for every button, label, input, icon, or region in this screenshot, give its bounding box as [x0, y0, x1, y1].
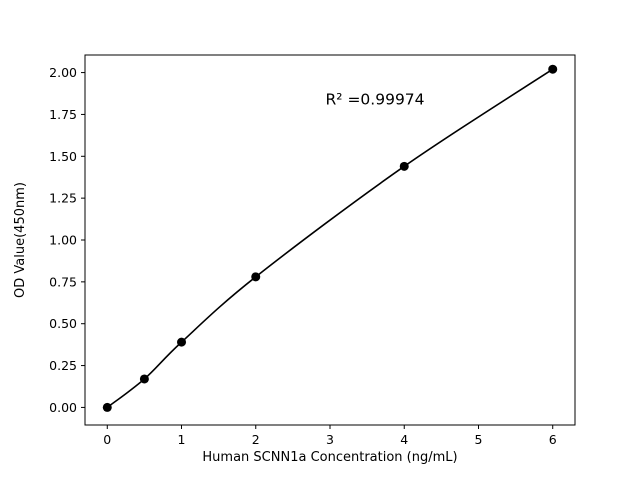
x-tick-label: 5 [475, 432, 483, 447]
x-tick-label: 4 [400, 432, 408, 447]
data-point [251, 272, 261, 282]
r-squared-annotation: R² =0.99974 [326, 90, 425, 108]
x-tick-label: 0 [103, 432, 111, 447]
y-tick-label: 1.25 [49, 191, 77, 206]
x-tick-label: 2 [252, 432, 260, 447]
x-tick-label: 3 [326, 432, 334, 447]
x-tick-label: 6 [549, 432, 557, 447]
x-tick-label: 1 [178, 432, 186, 447]
y-tick-label: 0.00 [49, 400, 77, 415]
y-tick-label: 0.50 [49, 316, 77, 331]
y-tick-label: 0.25 [49, 358, 77, 373]
data-point [399, 161, 409, 171]
y-tick-label: 0.75 [49, 274, 77, 289]
y-tick-label: 1.75 [49, 107, 77, 122]
y-axis-label: OD Value(450nm) [13, 182, 28, 298]
y-tick-label: 2.00 [49, 65, 77, 80]
y-tick-label: 1.00 [49, 233, 77, 248]
x-axis-label: Human SCNN1a Concentration (ng/mL) [202, 450, 457, 465]
data-point [139, 374, 149, 384]
data-point [177, 337, 187, 347]
data-point [548, 64, 558, 74]
y-tick-label: 1.50 [49, 149, 77, 164]
data-point [102, 402, 112, 412]
